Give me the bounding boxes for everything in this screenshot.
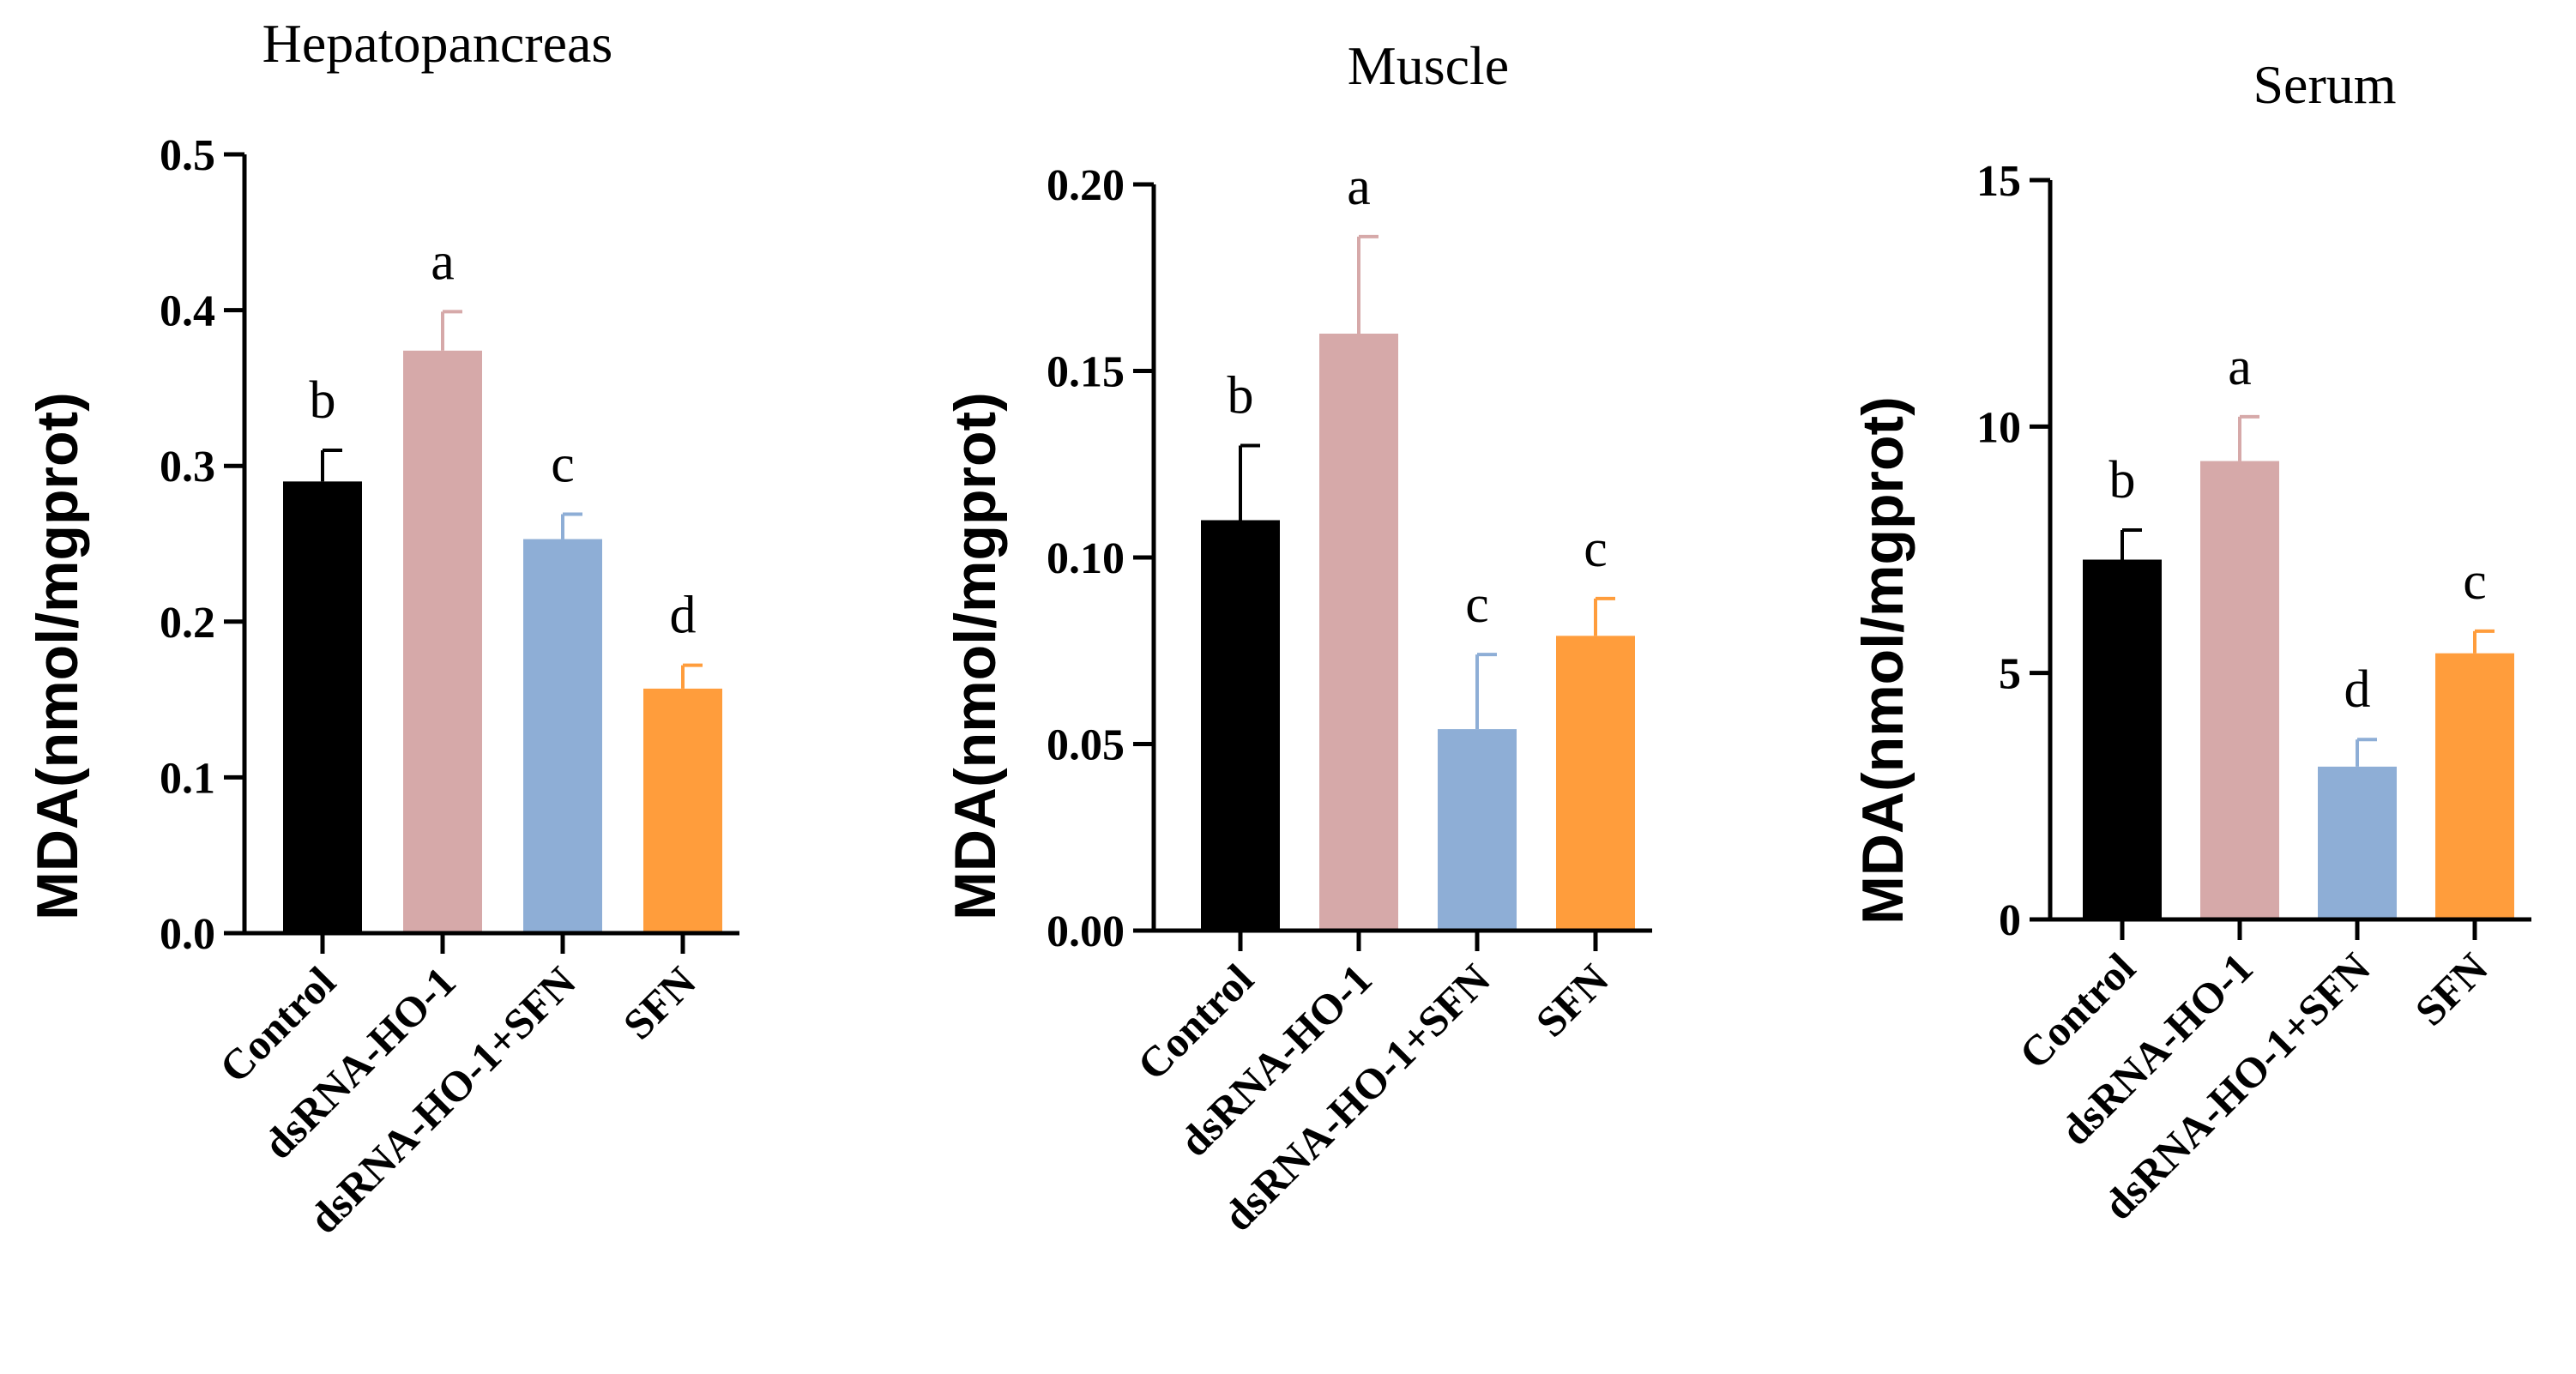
bar-dsrna-ho-1	[403, 350, 482, 933]
significance-letter: a	[1347, 158, 1371, 216]
bar-control	[1201, 520, 1280, 931]
bar-dsrna-ho-1-sfn	[1438, 729, 1517, 931]
panel-muscle: Muscle MDA(nmol/mgprot) bControladsRNA-H…	[943, 35, 1652, 1240]
significance-letter: b	[310, 371, 336, 430]
y-tick-label: 0.3	[160, 443, 215, 491]
significance-letter: c	[1584, 520, 1608, 578]
y-tick-label: 0.4	[160, 287, 215, 336]
bar-dsrna-ho-1	[1319, 334, 1398, 931]
y-tick-label: 0.20	[1047, 161, 1125, 210]
bar-sfn	[643, 688, 722, 933]
significance-letter: b	[1228, 367, 1254, 425]
bar-dsrna-ho-1-sfn	[2318, 766, 2397, 919]
bar-control	[2083, 559, 2162, 919]
y-axis-label: MDA(nmol/mgprot)	[1850, 396, 1915, 925]
significance-letter: a	[431, 232, 455, 291]
panel-serum: Serum MDA(nmol/mgprot) bControladsRNA-HO…	[1850, 54, 2531, 1229]
y-tick-label: 15	[1976, 157, 2021, 206]
y-tick-label: 0.5	[160, 131, 215, 180]
significance-letter: c	[2463, 552, 2487, 611]
y-axis-label: MDA(nmol/mgprot)	[25, 392, 90, 920]
bar-control	[283, 481, 362, 933]
significance-letter: c	[551, 435, 575, 493]
significance-letter: d	[2344, 660, 2371, 719]
significance-letter: b	[2109, 451, 2136, 509]
panel-hepatopancreas: Hepatopancreas MDA(nmol/mgprot) bControl…	[25, 13, 739, 1243]
bar-sfn	[1556, 636, 1635, 931]
x-tick-label: SFN	[613, 957, 704, 1048]
y-tick-label: 0.10	[1047, 534, 1125, 583]
panel-title: Muscle	[1348, 35, 1509, 96]
bar-dsrna-ho-1	[2200, 461, 2279, 919]
y-tick-label: 0.0	[160, 910, 215, 959]
y-tick-label: 0.15	[1047, 348, 1125, 397]
bar-dsrna-ho-1-sfn	[523, 539, 602, 933]
y-tick-label: 0.05	[1047, 721, 1125, 770]
y-tick-label: 5	[1999, 650, 2021, 699]
y-axis-label: MDA(nmol/mgprot)	[943, 392, 1008, 920]
x-tick-label: SFN	[2405, 943, 2496, 1034]
significance-letter: a	[2228, 338, 2252, 396]
y-tick-label: 10	[1976, 403, 2021, 452]
x-tick-label: SFN	[1526, 955, 1617, 1046]
y-tick-label: 0	[1999, 896, 2021, 945]
bar-sfn	[2435, 653, 2514, 919]
y-tick-label: 0.2	[160, 599, 215, 648]
panel-title: Hepatopancreas	[262, 13, 613, 74]
significance-letter: d	[670, 587, 697, 645]
significance-letter: c	[1465, 576, 1489, 634]
y-tick-label: 0.1	[160, 754, 215, 803]
panel-title: Serum	[2253, 54, 2396, 115]
y-tick-label: 0.00	[1047, 907, 1125, 956]
